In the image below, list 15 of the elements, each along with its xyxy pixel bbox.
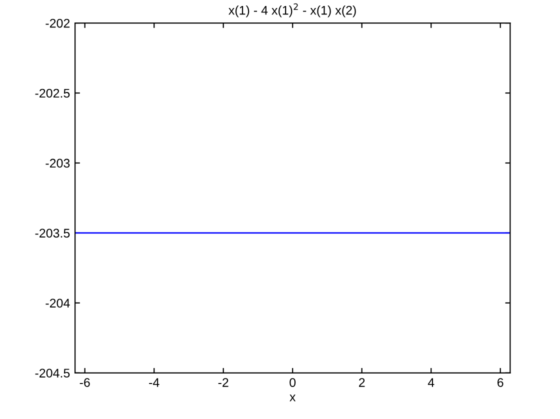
- y-tick-label: -204: [46, 298, 70, 308]
- y-tick-label: -202.5: [35, 88, 70, 98]
- y-tick-label: -203: [46, 158, 70, 168]
- x-axis-title: x: [290, 394, 296, 402]
- y-tick-label: -204.5: [35, 368, 70, 378]
- y-tick-label: -203.5: [35, 228, 70, 238]
- x-tick-label: 6: [498, 378, 504, 387]
- y-tick-label: -202: [46, 18, 70, 28]
- x-tick-label: 2: [359, 378, 365, 387]
- x-tick-label: 0: [290, 378, 296, 387]
- x-tick-label: -4: [149, 378, 160, 387]
- x-tick-label: -2: [218, 378, 228, 387]
- chart-title: x(1) - 4 x(1)$^{2}$ - x(1) x(2): [228, 3, 356, 18]
- x-tick-label: -6: [80, 378, 90, 387]
- x-tick-label: 4: [428, 378, 434, 387]
